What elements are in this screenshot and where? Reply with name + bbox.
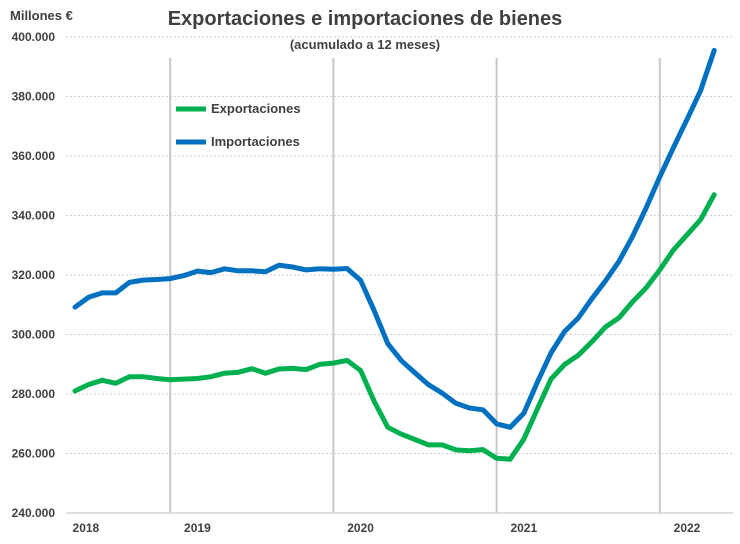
y-tick-label: 280.000 [12, 387, 56, 401]
series-line-exportaciones [72, 192, 717, 462]
x-tick-label: 2022 [674, 521, 701, 535]
x-axis-labels: 2018 2019 2020 2021 2022 [73, 521, 701, 535]
series [72, 47, 717, 462]
y-tick-label: 320.000 [12, 268, 56, 282]
y-tick-label: 300.000 [12, 328, 56, 342]
x-tick-label: 2018 [73, 521, 100, 535]
y-tick-label: 400.000 [12, 30, 56, 44]
y-tick-label: 360.000 [12, 149, 56, 163]
y-tick-label: 340.000 [12, 209, 56, 223]
y-tick-label: 240.000 [12, 506, 56, 520]
legend-label-exportaciones: Exportaciones [211, 101, 301, 116]
series-line-importaciones [72, 47, 717, 430]
x-tick-label: 2020 [347, 521, 374, 535]
x-tick-label: 2021 [510, 521, 537, 535]
legend: Exportaciones Importaciones [176, 101, 301, 149]
x-tick-label: 2019 [184, 521, 211, 535]
chart-title: Exportaciones e importaciones de bienes [168, 8, 563, 30]
y-tick-label: 380.000 [12, 90, 56, 104]
y-tick-label: 260.000 [12, 447, 56, 461]
gridlines [66, 36, 733, 514]
year-dividers [169, 58, 661, 513]
legend-label-importaciones: Importaciones [211, 134, 300, 149]
y-axis-label: Millones € [10, 8, 73, 23]
chart-subtitle: (acumulado a 12 meses) [290, 37, 440, 52]
y-axis-ticks: 240.000 260.000 280.000 300.000 320.000 340.0… [12, 30, 56, 520]
